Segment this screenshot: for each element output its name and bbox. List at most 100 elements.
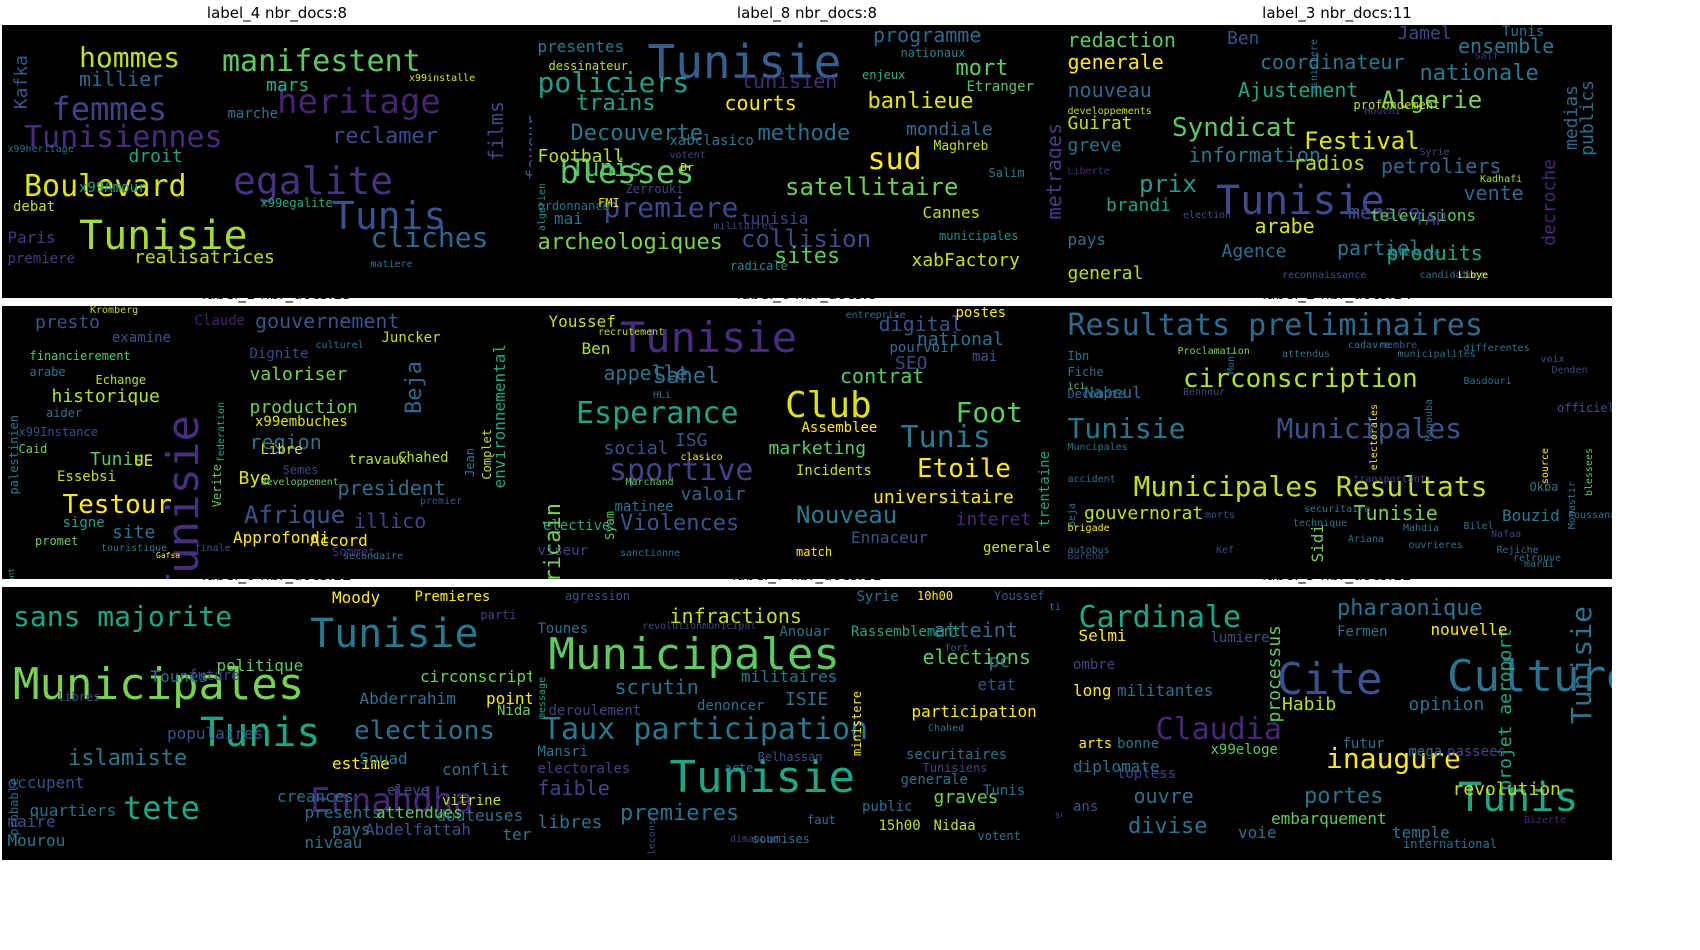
word: brigade <box>1067 523 1110 535</box>
word: pc <box>988 650 1011 672</box>
word: Cardinale <box>1078 600 1242 636</box>
word: Caid <box>18 441 48 456</box>
word: preserve <box>1392 247 1441 259</box>
word: decroche <box>1538 158 1560 246</box>
word: Nabeul <box>1084 383 1142 403</box>
word: droit <box>128 145 183 167</box>
word: pharaonique <box>1337 595 1483 621</box>
word: Tunis <box>332 193 447 238</box>
word: Denden <box>1551 365 1588 377</box>
word: Abderrahim <box>359 688 456 708</box>
word: Tunis <box>1502 25 1545 40</box>
word: Marchand <box>625 476 674 488</box>
word: cadavre <box>1348 340 1391 352</box>
word: Bennour <box>1183 386 1226 398</box>
wordcloud-canvas: Tunisie Syndicat Festival Algerie nationale i… <box>1062 25 1612 298</box>
word: Decouverte <box>570 121 703 147</box>
word: deroulement <box>548 703 642 720</box>
word: populaires <box>167 724 264 744</box>
word: HLi <box>653 389 672 401</box>
word: blessees <box>1583 447 1595 497</box>
word: contrat <box>840 364 925 389</box>
word: sanctionne <box>620 547 681 559</box>
word: libres <box>57 689 101 704</box>
word: travaux <box>348 452 408 469</box>
word: entreprise <box>845 310 906 322</box>
word: Gafsa <box>156 550 181 560</box>
word: infractions <box>669 604 802 629</box>
word: satellitaire <box>785 173 959 202</box>
word: nouvelle <box>1430 620 1508 640</box>
word: region <box>249 429 322 454</box>
word: Mont <box>1226 349 1237 374</box>
word: Abdelfattah <box>365 819 471 839</box>
word: etat <box>977 675 1017 695</box>
word: x99Instance <box>18 425 98 440</box>
word: passees <box>1447 744 1507 761</box>
word: Ben <box>1227 28 1260 50</box>
word: accident <box>1067 474 1116 486</box>
word: Semes <box>282 463 319 478</box>
word: Ben <box>581 339 611 359</box>
word: elective <box>543 517 611 534</box>
word: arts <box>1078 736 1113 753</box>
word: Esperance <box>576 395 739 431</box>
word: Tounes <box>537 621 589 638</box>
word: long <box>1073 680 1112 700</box>
word: TAP <box>1414 208 1447 230</box>
word: Cannes <box>922 203 981 223</box>
word: tete <box>123 788 201 827</box>
word: Testour <box>62 489 173 520</box>
word: revolution <box>1452 778 1561 800</box>
word: futur <box>1342 736 1385 753</box>
word: Tunis <box>983 782 1026 799</box>
word: Kadhafi <box>1480 174 1523 186</box>
word: parti <box>480 607 517 622</box>
word: elections <box>354 716 495 747</box>
word: menace <box>1348 200 1421 225</box>
word: information <box>1188 143 1321 168</box>
word: vitrine <box>442 793 502 810</box>
word: lumiere <box>1210 629 1270 646</box>
word: secondaire <box>343 550 404 562</box>
word: collision <box>741 225 872 254</box>
word: Liberte <box>1067 165 1110 177</box>
word: postes <box>955 306 1007 321</box>
word: Beja <box>401 360 427 414</box>
word: films <box>484 101 508 162</box>
word: Ibn <box>1067 348 1090 363</box>
word: faible <box>537 776 610 801</box>
word: gouvernement <box>255 309 400 334</box>
word: militaires <box>713 220 774 232</box>
word: valoriser <box>249 364 348 386</box>
word: sans majorite <box>13 600 233 634</box>
word: president <box>337 475 446 500</box>
word: Jean <box>463 447 477 477</box>
word: mega <box>1408 744 1443 761</box>
word: redaction <box>1067 28 1176 53</box>
word: Tunis <box>200 709 321 756</box>
word: pays <box>332 819 371 839</box>
word: election <box>1183 209 1232 221</box>
word: Youssef <box>548 312 616 332</box>
word: UE <box>134 451 154 471</box>
word: heritage <box>277 82 441 123</box>
word: generale <box>1067 50 1164 75</box>
word: Tunisie <box>1565 606 1598 725</box>
word: eleve <box>387 782 430 799</box>
word: Municipales <box>1276 412 1462 446</box>
word: quartiers <box>29 800 117 820</box>
word: participation <box>911 702 1037 722</box>
word: Mourou <box>7 830 66 850</box>
word: Muncipales <box>1067 441 1128 453</box>
word: femmes <box>51 90 168 129</box>
word: Fermen <box>1337 624 1388 641</box>
word: revolutionmunicipal <box>642 621 757 633</box>
wordcloud-canvas: Municipales Tunisie Tunis Ennahdha sans majo… <box>2 587 552 860</box>
word: Afrique <box>244 500 346 529</box>
word: dimanche <box>730 834 779 846</box>
word: metrages <box>1041 123 1066 220</box>
word: coordinateur <box>1260 50 1405 75</box>
word: produits <box>1386 241 1483 266</box>
word: votent <box>669 149 706 161</box>
